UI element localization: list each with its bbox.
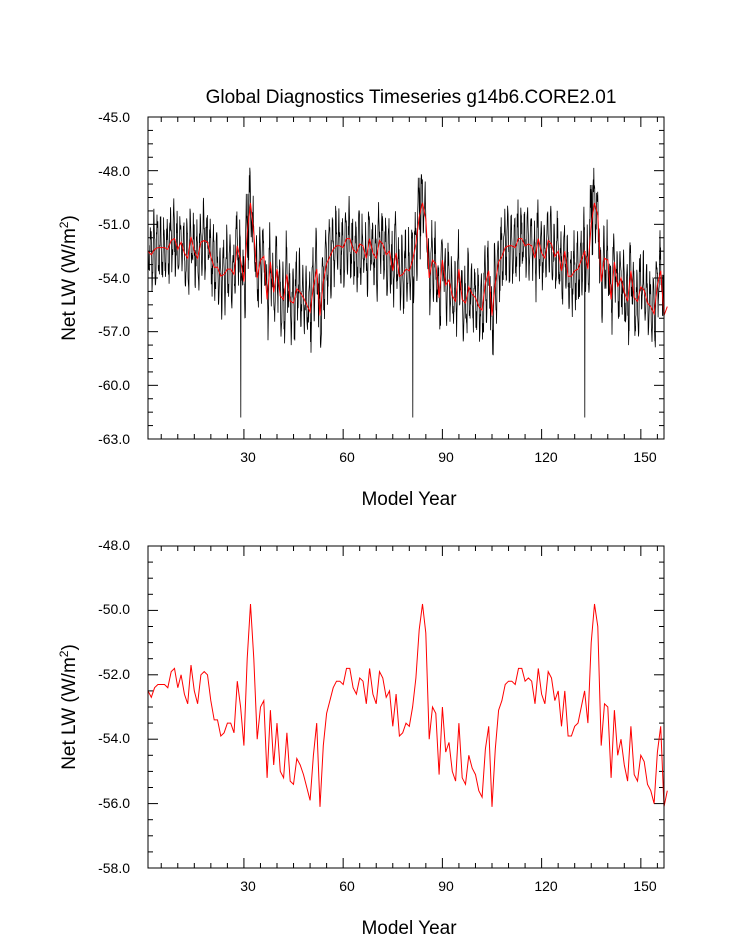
y-axis-label-sup: 2 <box>57 650 71 657</box>
figure-title: Global Diagnostics Timeseries g14b6.CORE… <box>206 87 617 108</box>
y-tick-label: -51.0 <box>98 216 130 232</box>
x-tick-label: 30 <box>240 878 256 894</box>
x-tick-label: 60 <box>339 878 355 894</box>
monthly-series-group <box>147 167 665 418</box>
y-tick-label: -52.0 <box>98 666 130 682</box>
x-tick-labels: 30 60 90 120 150 <box>240 449 657 465</box>
y-tick-label: -54.0 <box>98 730 130 746</box>
x-axis-label: Model Year <box>361 489 457 510</box>
y-tick-labels: -58.0 -56.0 -54.0 -52.0 -50.0 -48.0 <box>98 537 130 876</box>
y-tick-label: -58.0 <box>98 860 130 876</box>
monthly-timeseries-chart: -63.0 -60.0 -57.0 -54.0 -51.0 -48.0 -45.… <box>57 109 668 510</box>
x-tick-label: 120 <box>534 878 558 894</box>
annual-series-group <box>147 603 668 807</box>
x-tick-labels: 30 60 90 120 150 <box>240 878 657 894</box>
y-tick-label: -57.0 <box>98 323 130 339</box>
y-tick-label: -48.0 <box>98 537 130 553</box>
y-axis-label: Net LW (W/m2) <box>57 215 80 341</box>
y-axis-label-sup: 2 <box>57 221 71 228</box>
x-tick-label: 90 <box>438 878 454 894</box>
y-tick-label: -60.0 <box>98 377 130 393</box>
annual-mean-series-line <box>147 603 668 807</box>
y-tick-label: -54.0 <box>98 270 130 286</box>
plot-frame <box>147 116 665 440</box>
y-tick-label: -56.0 <box>98 795 130 811</box>
monthly-series-line <box>147 167 665 418</box>
x-tick-label: 30 <box>240 449 256 465</box>
annual-timeseries-chart: -58.0 -56.0 -54.0 -52.0 -50.0 -48.0 30 6… <box>57 537 668 939</box>
y-axis-label-main: Net LW (W/m <box>59 228 80 341</box>
y-tick-label: -48.0 <box>98 163 130 179</box>
x-tick-label: 150 <box>633 449 657 465</box>
y-tick-labels: -63.0 -60.0 -57.0 -54.0 -51.0 -48.0 -45.… <box>98 109 130 447</box>
y-tick-label: -45.0 <box>98 109 130 125</box>
plot-frame <box>147 545 665 869</box>
y-tick-label: -63.0 <box>98 431 130 447</box>
y-axis-label-close: ) <box>59 644 80 650</box>
x-tick-label: 90 <box>438 449 454 465</box>
annual-mean-series-line <box>147 202 668 316</box>
x-axis-label: Model Year <box>361 918 457 939</box>
y-tick-label: -50.0 <box>98 601 130 617</box>
y-axis-label: Net LW (W/m2) <box>57 644 80 770</box>
x-tick-label: 150 <box>633 878 657 894</box>
annual-series-group <box>147 202 668 316</box>
y-axis-label-main: Net LW (W/m <box>59 657 80 770</box>
x-tick-label: 60 <box>339 449 355 465</box>
y-axis-label-close: ) <box>59 215 80 221</box>
x-tick-label: 120 <box>534 449 558 465</box>
